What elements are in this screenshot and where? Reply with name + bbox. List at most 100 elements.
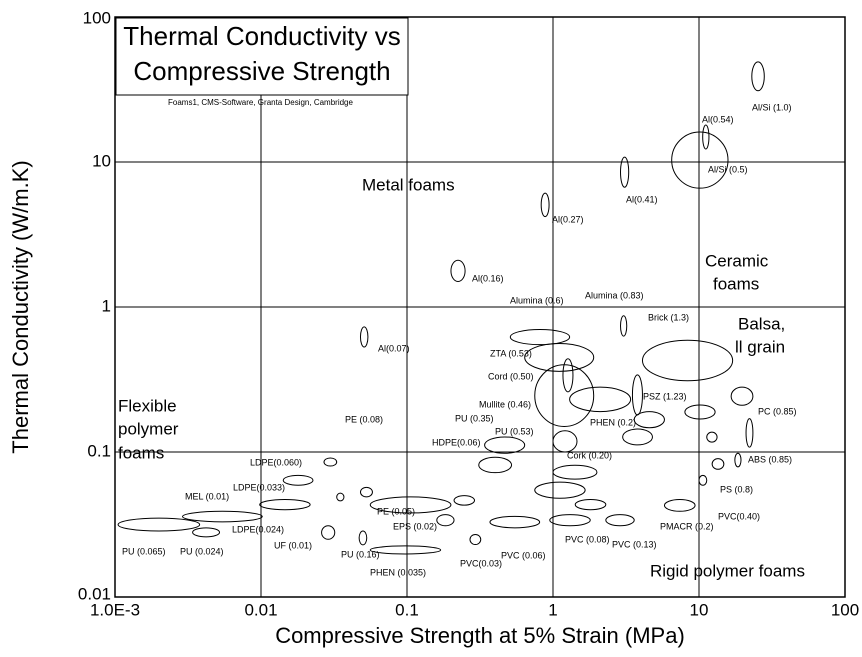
material-label: Al(0.16) — [472, 273, 504, 283]
material-ellipse — [524, 343, 595, 372]
x-tick-label: 0.01 — [244, 600, 277, 619]
material-ellipse — [622, 428, 653, 446]
material-ellipse — [369, 496, 452, 514]
material-ellipse — [698, 474, 708, 486]
x-tick-label: 0.1 — [395, 600, 419, 619]
annotation: Rigid polymer foams — [650, 561, 805, 580]
material-label: PS (0.8) — [720, 484, 753, 494]
material-label: Alumina (0.6) — [510, 295, 564, 305]
material-label: PU (0.065) — [122, 546, 166, 556]
material-ellipse — [534, 481, 586, 499]
y-tick-label: 1 — [102, 296, 111, 315]
material-label: EPS (0.02) — [393, 521, 437, 531]
material-ellipse — [574, 499, 607, 511]
material-ellipse — [633, 411, 665, 429]
material-ellipse — [436, 514, 455, 527]
material-label: Al/Si (0.5) — [708, 164, 748, 174]
material-ellipse — [469, 533, 482, 546]
annotation: polymer — [118, 419, 179, 438]
material-ellipse — [549, 514, 591, 527]
material-label: ZTA (0.53) — [490, 348, 532, 358]
chart-title: Compressive Strength — [133, 56, 390, 86]
material-ellipse — [734, 452, 742, 468]
material-ellipse — [489, 515, 541, 529]
material-ellipse — [663, 499, 696, 512]
material-label: Alumina (0.83) — [585, 290, 644, 300]
material-label: Al/Si (1.0) — [752, 102, 792, 112]
material-ellipse — [641, 339, 734, 382]
material-label: PU (0.024) — [180, 546, 224, 556]
material-label: PHEN (0.035) — [370, 567, 426, 577]
material-label: LDPE(0.033) — [233, 482, 285, 492]
x-tick-label: 100 — [831, 600, 859, 619]
material-ellipse — [605, 514, 635, 527]
annotation: foams — [713, 274, 759, 293]
material-ellipse — [321, 525, 336, 540]
y-tick-label: 10 — [92, 151, 111, 170]
material-ellipse — [684, 404, 716, 420]
material-label: ABS (0.85) — [748, 454, 792, 464]
material-label: Al(0.27) — [552, 214, 584, 224]
annotation: foams — [118, 443, 164, 462]
material-ellipse — [509, 328, 571, 346]
material-ellipse — [540, 192, 550, 218]
material-ellipse — [711, 458, 725, 470]
material-ellipse — [620, 315, 628, 337]
material-label: PU (0.35) — [455, 413, 494, 423]
annotation: Flexible — [118, 396, 177, 415]
material-label: PSZ (1.23) — [643, 391, 687, 401]
material-label: Al(0.54) — [702, 114, 734, 124]
material-label: Cork (0.20) — [567, 450, 612, 460]
material-ellipse — [745, 418, 754, 448]
material-ellipse — [323, 457, 338, 467]
y-tick-label: 100 — [83, 8, 111, 27]
y-axis-label: Thermal Conductivity (W/m.K) — [8, 160, 33, 453]
material-ellipse — [182, 510, 263, 523]
material-ellipse — [552, 430, 578, 453]
material-label: Al(0.07) — [378, 343, 410, 353]
x-tick-label: 10 — [690, 600, 709, 619]
material-label: PVC (0.08) — [565, 534, 610, 544]
x-tick-label: 1.0E-3 — [90, 600, 140, 619]
material-ellipse — [706, 431, 718, 443]
material-ellipse — [336, 492, 345, 502]
annotation: Metal foams — [362, 175, 455, 194]
material-label: Al(0.41) — [626, 194, 658, 204]
material-ellipse — [478, 456, 513, 474]
material-label: PVC(0.03) — [460, 558, 502, 568]
material-label: UF (0.01) — [274, 540, 312, 550]
y-tick-label: 0.01 — [78, 584, 111, 603]
material-ellipse — [631, 374, 643, 416]
material-ellipse — [358, 530, 368, 546]
material-ellipse — [562, 358, 574, 393]
material-label: Cord (0.50) — [488, 371, 534, 381]
grid — [114, 16, 846, 598]
material-label: PU (0.16) — [341, 549, 380, 559]
material-label: PE (0.05) — [377, 506, 415, 516]
chart-subtitle: Foams1, CMS-Software, Granta Design, Cam… — [168, 98, 354, 107]
material-ellipse — [534, 364, 595, 427]
material-ellipse — [450, 259, 466, 282]
material-label: PE (0.08) — [345, 414, 383, 424]
x-tick-label: 1 — [548, 600, 557, 619]
material-ellipse — [259, 499, 311, 511]
material-ellipse — [453, 495, 476, 506]
material-label: PC (0.85) — [758, 406, 797, 416]
material-label: PVC (0.13) — [612, 539, 657, 549]
material-ellipse — [730, 386, 754, 406]
material-label: PVC(0.40) — [718, 511, 760, 521]
material-ellipse — [369, 545, 442, 555]
annotation: Ceramic — [705, 251, 769, 270]
material-ellipse — [671, 131, 729, 189]
material-label: PVC (0.06) — [501, 550, 546, 560]
material-ellipse — [359, 326, 369, 348]
x-axis-label: Compressive Strength at 5% Strain (MPa) — [275, 623, 685, 648]
material-label: LDPE(0.060) — [250, 457, 302, 467]
material-ellipse — [702, 124, 710, 150]
material-label: Mullite (0.46) — [479, 399, 531, 409]
material-ellipse — [569, 386, 632, 413]
material-ellipse — [484, 436, 526, 454]
material-ellipse — [620, 156, 630, 188]
material-label: MEL (0.01) — [185, 491, 229, 501]
